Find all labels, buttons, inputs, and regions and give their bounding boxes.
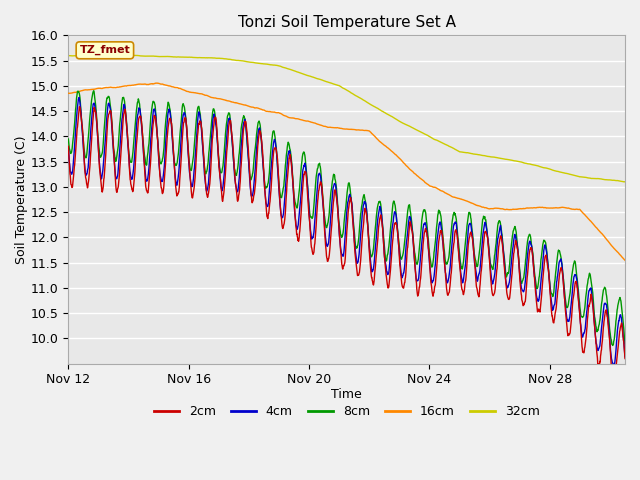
Line: 2cm: 2cm xyxy=(68,107,625,378)
32cm xyxy=(579,174,586,180)
16cm xyxy=(291,116,299,121)
16cm xyxy=(65,90,72,96)
4cm xyxy=(609,362,617,368)
4cm xyxy=(621,354,629,360)
4cm xyxy=(134,114,141,120)
4cm xyxy=(463,243,471,249)
32cm xyxy=(440,141,447,146)
4cm xyxy=(579,334,586,339)
16cm xyxy=(579,209,586,215)
16cm xyxy=(463,198,471,204)
16cm xyxy=(621,257,629,263)
4cm xyxy=(291,211,299,217)
X-axis label: Time: Time xyxy=(332,388,362,401)
Line: 8cm: 8cm xyxy=(68,91,625,346)
8cm xyxy=(463,223,471,229)
8cm xyxy=(291,198,299,204)
8cm xyxy=(65,136,72,142)
32cm xyxy=(124,52,132,58)
Text: TZ_fmet: TZ_fmet xyxy=(79,45,131,56)
Y-axis label: Soil Temperature (C): Soil Temperature (C) xyxy=(15,135,28,264)
4cm xyxy=(605,331,613,337)
Legend: 2cm, 4cm, 8cm, 16cm, 32cm: 2cm, 4cm, 8cm, 16cm, 32cm xyxy=(148,400,545,423)
8cm xyxy=(134,100,141,106)
Line: 32cm: 32cm xyxy=(68,55,625,182)
8cm xyxy=(609,343,616,348)
8cm xyxy=(579,314,586,320)
2cm xyxy=(291,209,299,215)
32cm xyxy=(605,177,613,183)
8cm xyxy=(90,88,98,94)
8cm xyxy=(605,323,613,328)
Line: 4cm: 4cm xyxy=(68,97,625,365)
8cm xyxy=(621,341,629,347)
32cm xyxy=(621,179,629,185)
2cm xyxy=(134,131,141,137)
4cm xyxy=(75,95,83,100)
Line: 16cm: 16cm xyxy=(68,83,625,260)
16cm xyxy=(605,240,613,246)
2cm xyxy=(65,144,72,149)
Title: Tonzi Soil Temperature Set A: Tonzi Soil Temperature Set A xyxy=(237,15,456,30)
2cm xyxy=(579,346,586,352)
2cm xyxy=(621,356,629,361)
4cm xyxy=(440,245,447,251)
8cm xyxy=(440,240,447,246)
32cm xyxy=(65,53,72,59)
2cm xyxy=(611,375,619,381)
32cm xyxy=(291,68,299,74)
16cm xyxy=(152,80,160,86)
2cm xyxy=(76,104,83,109)
2cm xyxy=(440,245,447,251)
32cm xyxy=(134,53,141,59)
32cm xyxy=(463,150,471,156)
2cm xyxy=(605,335,613,341)
16cm xyxy=(133,82,141,87)
4cm xyxy=(65,144,72,150)
2cm xyxy=(463,261,471,267)
16cm xyxy=(440,189,447,194)
